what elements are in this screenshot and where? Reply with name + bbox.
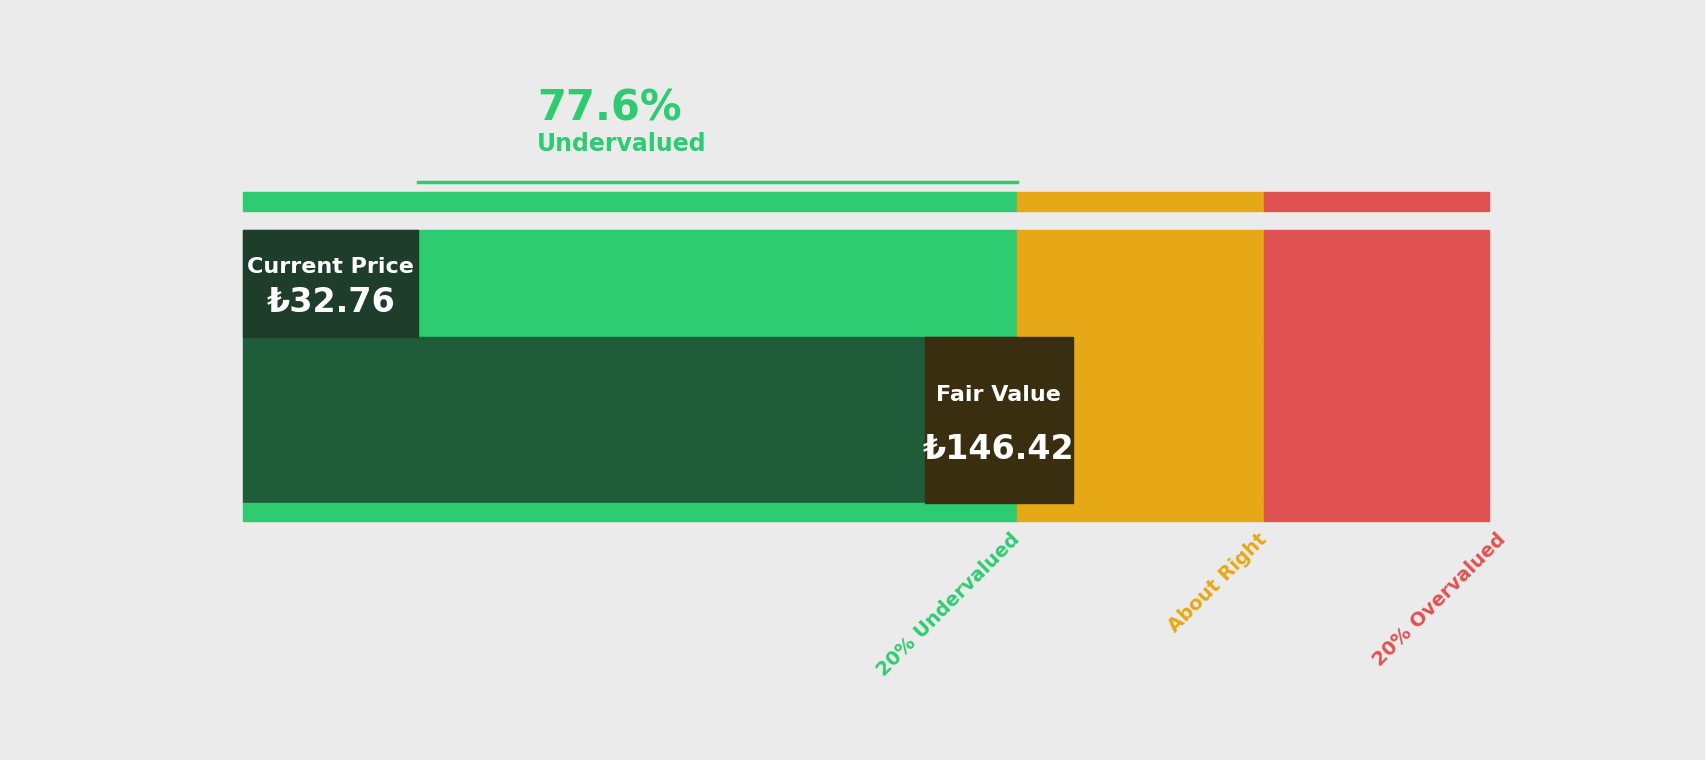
Bar [244, 337, 1016, 502]
Text: About Right: About Right [1165, 530, 1270, 636]
Text: ₺146.42: ₺146.42 [922, 433, 1074, 466]
Bar [1263, 337, 1488, 502]
Bar [1263, 192, 1488, 211]
Text: 20% Undervalued: 20% Undervalued [873, 530, 1023, 680]
Bar [1016, 502, 1263, 521]
Bar [1263, 230, 1488, 337]
Bar [244, 230, 418, 337]
Bar [1016, 192, 1263, 211]
Bar [1263, 502, 1488, 521]
Bar [1016, 337, 1263, 502]
Text: ₺32.76: ₺32.76 [266, 287, 396, 319]
Bar [924, 337, 1072, 502]
Text: Fair Value: Fair Value [936, 385, 1061, 405]
Text: 20% Overvalued: 20% Overvalued [1367, 530, 1509, 670]
Text: Current Price: Current Price [247, 258, 414, 277]
Bar [244, 192, 1016, 211]
Text: 77.6%: 77.6% [537, 87, 682, 130]
Text: Undervalued: Undervalued [537, 132, 706, 156]
Bar [1016, 230, 1263, 337]
Bar [244, 502, 1016, 521]
Bar [244, 230, 1016, 337]
